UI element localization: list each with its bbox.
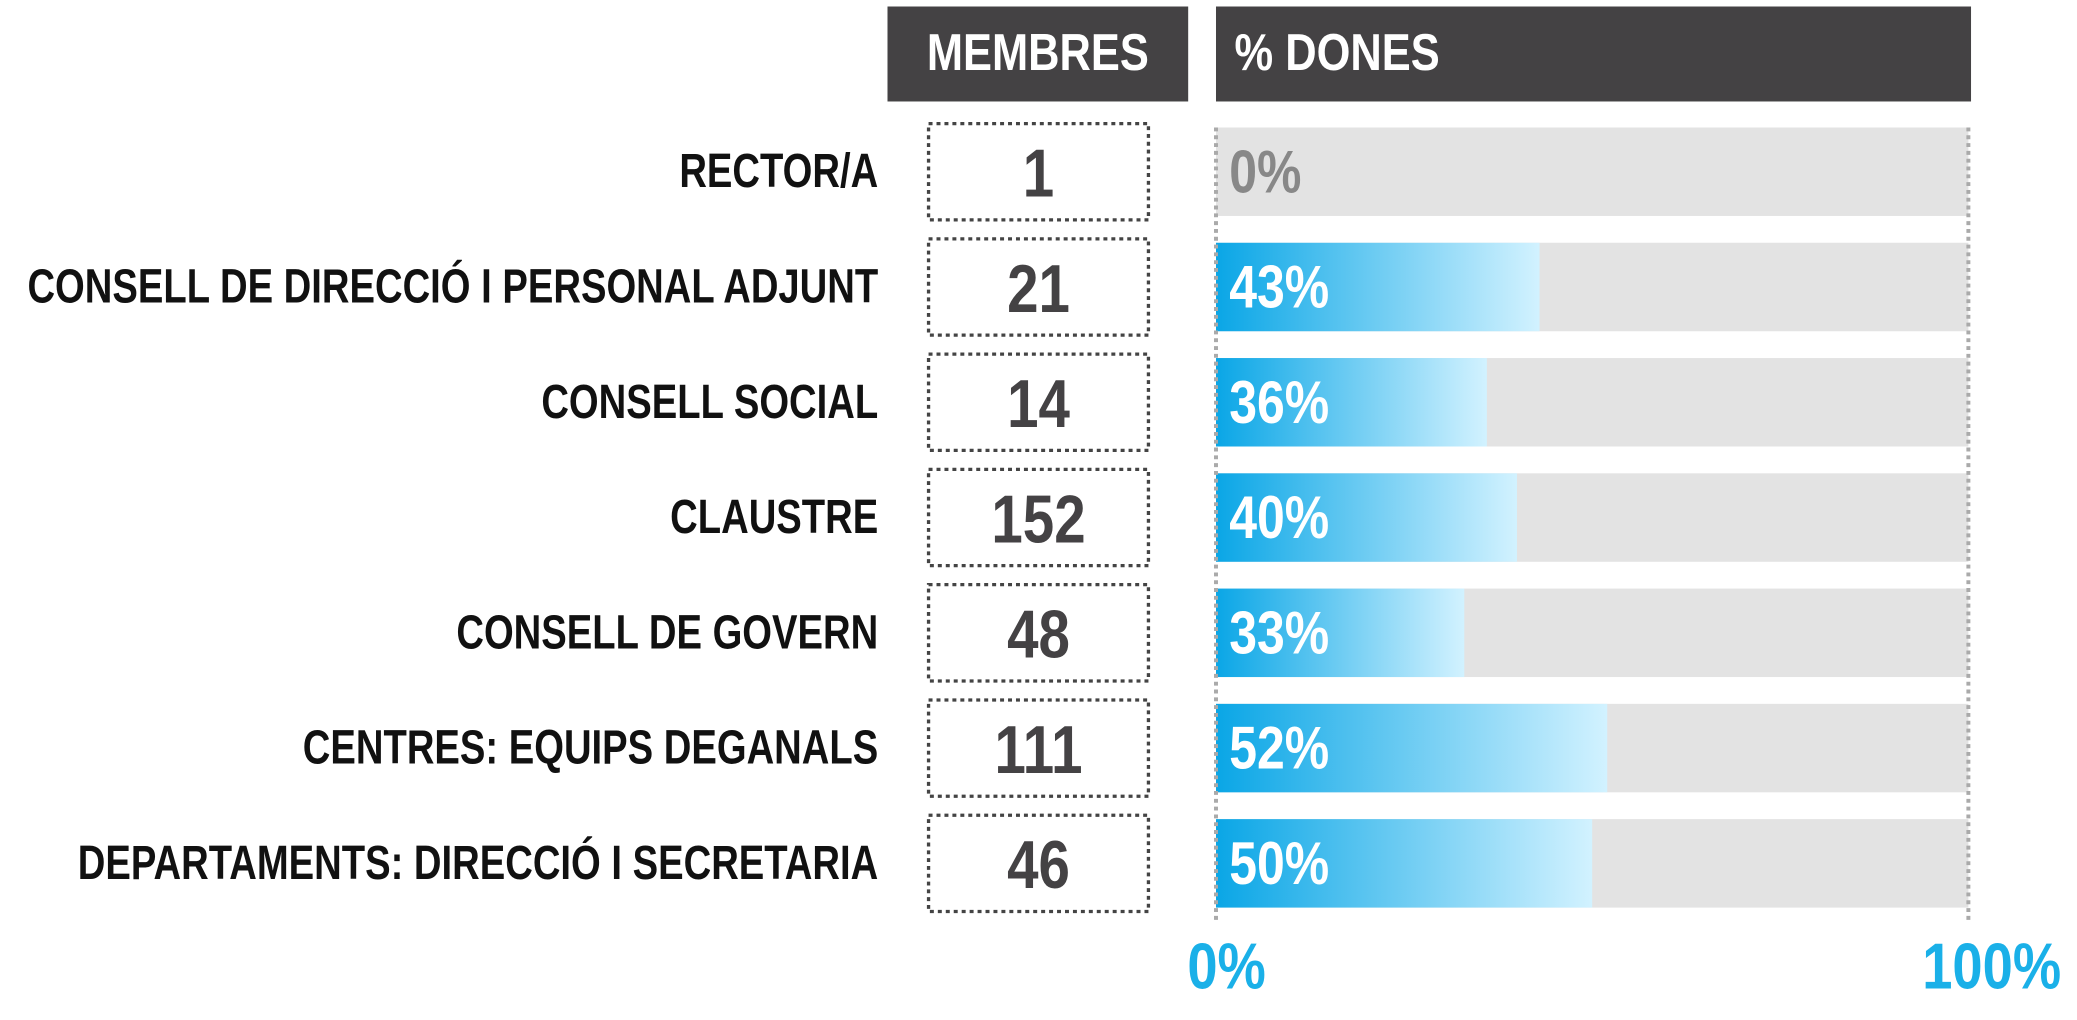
- members-box: [926, 121, 1151, 222]
- bar: [1215, 473, 1517, 562]
- members-value: 1: [1023, 137, 1054, 212]
- value-label: 33%: [1229, 599, 1329, 666]
- x-tick-label: 0%: [1187, 930, 1265, 1003]
- bar: [1215, 819, 1593, 908]
- members-value: 152: [991, 483, 1085, 558]
- x-tick-label: 100%: [1922, 930, 2061, 1003]
- value-label: 0%: [1229, 138, 1301, 205]
- category-label: CONSELL DE GOVERN: [456, 606, 878, 659]
- members-header-box: [887, 6, 1189, 102]
- bar: [1215, 358, 1487, 447]
- members-value: 21: [1007, 252, 1070, 327]
- bar: [1215, 588, 1465, 678]
- value-label: 40%: [1229, 484, 1329, 551]
- category-label: RECTOR/A: [679, 145, 878, 198]
- value-label: 36%: [1229, 369, 1329, 436]
- members-value: 111: [995, 713, 1083, 788]
- bar: [1215, 703, 1608, 793]
- bar-track: [1215, 127, 1969, 216]
- category-label: CONSELL DE DIRECCIÓ I PERSONAL ADJUNT: [27, 258, 878, 313]
- members-box: [926, 698, 1151, 798]
- category-label: CENTRES: EQUIPS DEGANALS: [303, 722, 878, 775]
- category-label: CLAUSTRE: [670, 491, 878, 544]
- bar: [1215, 242, 1540, 332]
- category-label: CONSELL SOCIAL: [541, 376, 878, 429]
- members-box: [926, 813, 1151, 914]
- members-value: 48: [1007, 598, 1070, 673]
- members-box: [926, 352, 1151, 453]
- members-box: [926, 583, 1151, 683]
- values-header-box: [1215, 6, 1972, 102]
- members-header: MEMBRES: [927, 25, 1149, 83]
- members-box: [926, 467, 1151, 568]
- members-value: 14: [1007, 367, 1070, 442]
- value-label: 52%: [1229, 714, 1329, 781]
- members-box: [926, 237, 1151, 337]
- members-value: 46: [1007, 829, 1070, 904]
- category-label: DEPARTAMENTS: DIRECCIÓ I SECRETARIA: [78, 835, 878, 890]
- values-header: % DONES: [1235, 25, 1440, 83]
- value-label: 50%: [1229, 830, 1329, 897]
- value-label: 43%: [1229, 253, 1329, 320]
